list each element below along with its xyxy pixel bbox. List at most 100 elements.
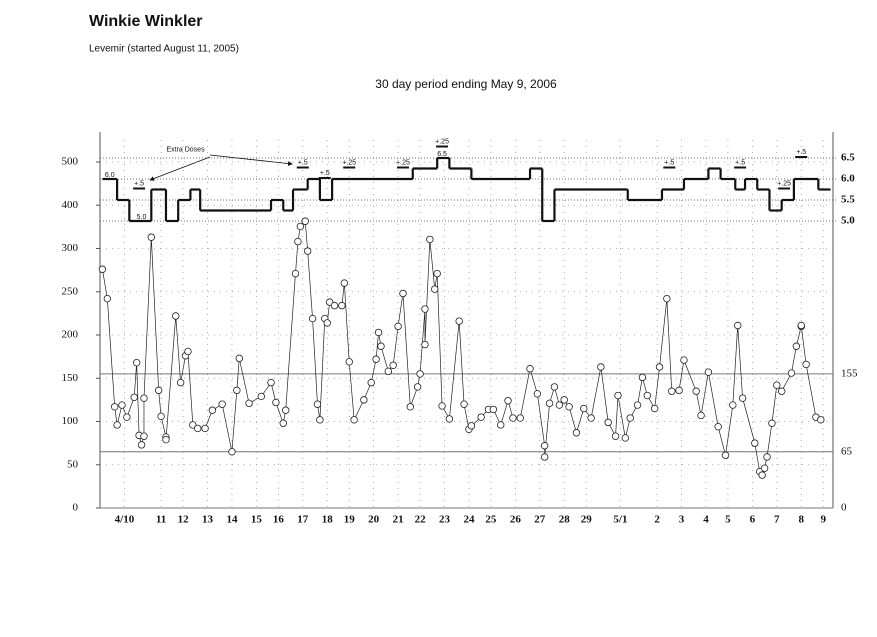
annotation: +.25	[777, 180, 791, 187]
glucose-point	[228, 448, 236, 456]
glucose-point	[497, 421, 505, 429]
glucose-point	[572, 429, 581, 437]
glucose-point	[103, 294, 112, 303]
glucose-point	[154, 386, 163, 395]
glucose-point	[560, 396, 568, 404]
x-tick-label: 26	[510, 514, 522, 526]
y-tick-label: 300	[62, 242, 79, 254]
glucose-point	[777, 387, 786, 395]
glucose-point	[294, 237, 302, 246]
glucose-point	[714, 422, 722, 431]
x-tick-label: 16	[273, 514, 285, 526]
x-tick-label: 7	[774, 514, 780, 526]
glucose-point	[130, 393, 138, 401]
x-tick-label: 23	[439, 514, 451, 526]
glucose-point	[316, 416, 324, 424]
glucose-point	[218, 400, 226, 408]
glucose-point	[118, 401, 126, 409]
glucose-point	[655, 363, 664, 371]
glucose-point	[110, 403, 119, 411]
glucose-point	[98, 265, 107, 273]
glucose-point	[516, 414, 524, 422]
y-tick-label: 50	[67, 458, 79, 470]
annotation: +.5	[298, 159, 308, 166]
glucose-point	[301, 217, 309, 225]
x-tick-label: 27	[534, 514, 546, 526]
glucose-point	[389, 361, 397, 369]
glucose-point	[787, 369, 796, 377]
annotation: +.5	[796, 149, 806, 156]
x-tick-label: 21	[393, 514, 404, 526]
glucose-point	[675, 386, 683, 395]
dose-tick-label: 6.0	[841, 173, 855, 185]
annotation: +.25	[342, 159, 356, 166]
x-tick-label: 4/10	[115, 514, 135, 526]
glucose-point	[313, 400, 322, 408]
glucose-point	[233, 386, 241, 395]
x-tick-label: 17	[297, 514, 309, 526]
glucose-point	[303, 247, 312, 255]
glucose-point	[597, 363, 605, 371]
glucose-point	[504, 397, 512, 405]
page-title: Winkie Winkler	[89, 13, 203, 30]
glucose-point	[323, 319, 331, 327]
y-tick-label: 200	[62, 329, 79, 341]
glucose-point	[633, 401, 642, 409]
glucose-point	[467, 422, 476, 430]
annotation: +.5	[664, 159, 674, 166]
glucose-point	[697, 411, 705, 420]
glucose-point	[692, 387, 700, 395]
glucose-point	[797, 321, 805, 330]
glucose-point	[394, 322, 402, 331]
glucose-point	[140, 432, 148, 440]
glucose-point	[201, 424, 209, 433]
glucose-point	[281, 406, 290, 414]
glucose-point	[751, 439, 759, 447]
glucose-point	[296, 222, 305, 231]
x-tick-label: 11	[156, 514, 166, 526]
glucose-point	[279, 419, 287, 427]
glucose-point	[406, 403, 415, 411]
y-tick-label: 150	[62, 372, 79, 384]
glucose-point	[433, 269, 441, 278]
annotation: +.25	[435, 138, 449, 145]
glucose-point	[738, 394, 747, 402]
y-tick-label: 0	[73, 502, 79, 514]
glucose-point	[760, 464, 769, 472]
glucose-point	[509, 414, 517, 422]
glucose-point	[555, 401, 564, 409]
x-tick-label: 12	[178, 514, 190, 526]
glucose-point	[147, 233, 156, 241]
glucose-point	[460, 400, 468, 408]
x-tick-label: 28	[559, 514, 571, 526]
glucose-point	[426, 235, 434, 244]
glucose-point	[189, 421, 197, 429]
glucose-point	[704, 368, 713, 376]
glucose-point	[157, 412, 165, 421]
y-tick-label: 250	[62, 285, 79, 297]
glucose-point	[734, 321, 742, 330]
glucose-point	[650, 404, 659, 413]
chart-title: 30 day period ending May 9, 2006	[375, 77, 557, 91]
glucose-point	[792, 342, 801, 350]
annotation: 6.0	[105, 172, 115, 179]
x-tick-label: 19	[344, 514, 356, 526]
arrow	[209, 154, 293, 166]
glucose-line	[102, 220, 821, 476]
glucose-point	[340, 279, 349, 287]
glucose-point	[345, 358, 353, 366]
glucose-point	[172, 312, 180, 320]
x-tick-label: 14	[226, 514, 238, 526]
glucose-point	[367, 378, 375, 387]
glucose-point	[421, 305, 429, 313]
x-tick-label: 2	[654, 514, 660, 526]
x-tick-label: 4	[703, 514, 709, 526]
glucose-point	[802, 360, 810, 369]
glucose-point	[817, 416, 825, 424]
glucose-point	[614, 391, 622, 400]
glucose-point	[384, 367, 393, 376]
glucose-point	[113, 421, 121, 429]
glucose-point	[638, 373, 647, 382]
glucose-point	[540, 442, 549, 450]
